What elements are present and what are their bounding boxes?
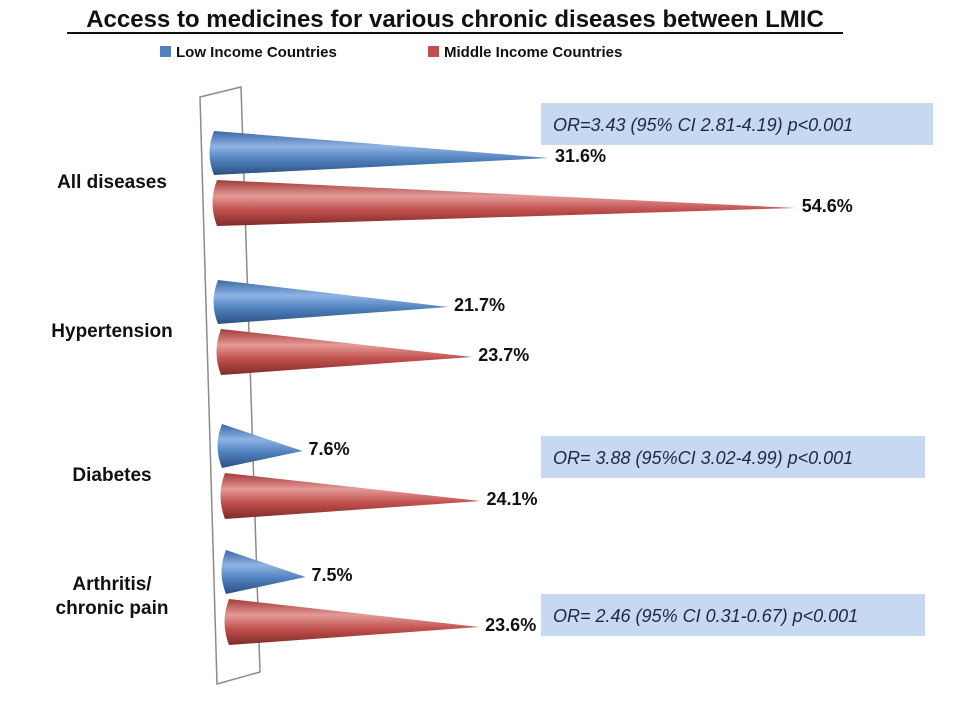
category-label-0: All diseases [57, 172, 167, 193]
cone-1-3 [224, 599, 480, 645]
legend-swatch-0 [160, 46, 171, 57]
value-label-0-2: 7.6% [309, 439, 350, 459]
chart-marks: 31.6% 54.6% 21.7% 23.7% 7.6% 24.1% 7.5% 23.6% [209, 131, 853, 645]
cone-0-1 [213, 280, 449, 324]
value-label-0-1: 21.7% [454, 295, 505, 315]
legend-swatch-1 [428, 46, 439, 57]
category-label-1: Hypertension [51, 321, 172, 342]
cone-0-2 [217, 424, 303, 468]
cone-0-3 [221, 550, 306, 594]
category-label-3: Arthritis/chronic pain [56, 574, 169, 619]
annotation-text-2: OR= 2.46 (95% CI 0.31-0.67) p<0.001 [553, 606, 858, 626]
value-label-0-3: 7.5% [312, 565, 353, 585]
annotation-text-1: OR= 3.88 (95%CI 3.02-4.99) p<0.001 [553, 448, 853, 468]
axis-wall [199, 86, 261, 685]
legend-label-1: Middle Income Countries [444, 44, 622, 61]
cone-1-0 [212, 180, 796, 226]
cone-0-0 [209, 131, 549, 175]
value-label-0-0: 31.6% [555, 146, 606, 166]
cone-1-1 [216, 329, 473, 375]
annotations: OR=3.43 (95% CI 2.81-4.19) p<0.001 OR= 3.… [541, 103, 933, 636]
value-label-1-0: 54.6% [802, 196, 853, 216]
annotation-box-2 [541, 594, 925, 636]
category-label-2: Diabetes [72, 465, 151, 486]
category-labels: All diseases Hypertension Diabetes Arthriti… [51, 172, 172, 619]
value-label-1-3: 23.6% [485, 615, 536, 635]
legend-label-0: Low Income Countries [176, 44, 337, 61]
value-label-1-2: 24.1% [486, 489, 537, 509]
annotation-box-0 [541, 103, 933, 145]
annotation-text-0: OR=3.43 (95% CI 2.81-4.19) p<0.001 [553, 115, 853, 135]
annotation-box-1 [541, 436, 925, 478]
cone-1-2 [220, 473, 481, 519]
value-label-1-1: 23.7% [478, 345, 529, 365]
legend: Low Income Countries Middle Income Countr… [160, 44, 622, 61]
chart-title: Access to medicines for various chronic … [86, 6, 824, 33]
